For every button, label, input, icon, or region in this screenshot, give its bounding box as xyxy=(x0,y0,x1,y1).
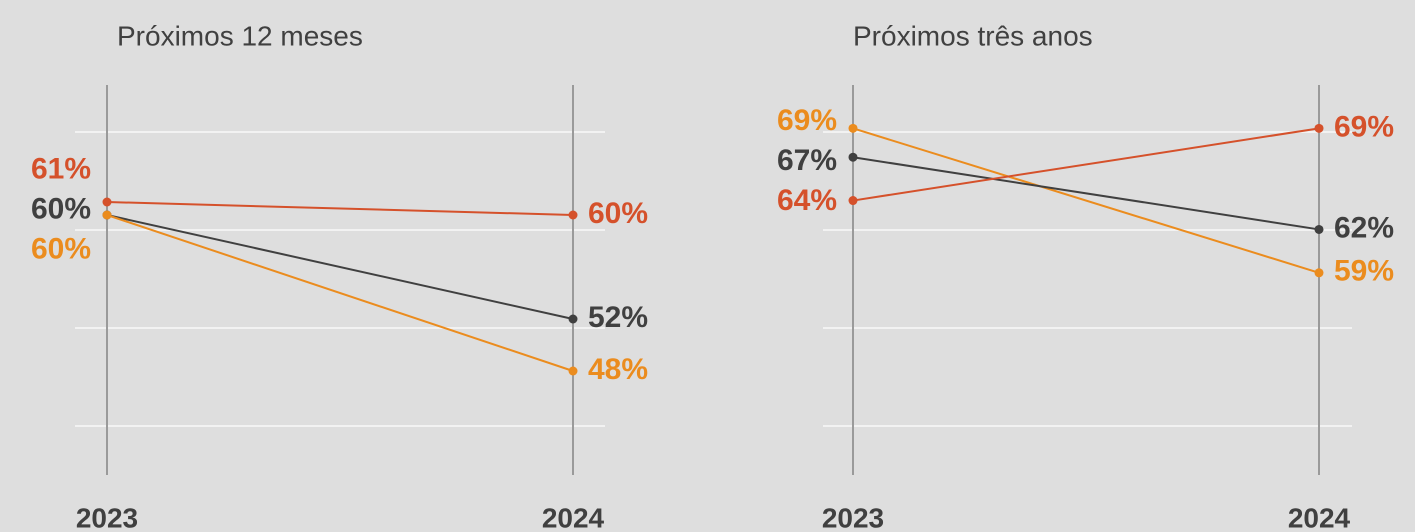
point xyxy=(1314,224,1324,234)
data-label: 52% xyxy=(588,301,648,334)
data-label: 69% xyxy=(1334,110,1394,143)
line xyxy=(852,127,1320,202)
data-label: 64% xyxy=(777,184,837,217)
point xyxy=(1314,268,1324,278)
x-tick-label: 2024 xyxy=(542,502,605,532)
point xyxy=(568,210,578,220)
data-label: 67% xyxy=(777,144,837,177)
data-label: 60% xyxy=(588,197,648,230)
chart-title: Próximos 12 meses xyxy=(117,20,363,51)
line xyxy=(852,156,1320,231)
grid xyxy=(75,131,1352,427)
data-label: 62% xyxy=(1334,211,1394,244)
point xyxy=(848,123,858,133)
line xyxy=(852,127,1320,274)
x-tick-label: 2023 xyxy=(76,502,138,532)
data-label: 60% xyxy=(31,233,91,266)
data-label: 69% xyxy=(777,104,837,137)
data-label: 48% xyxy=(588,353,648,386)
line xyxy=(106,214,574,372)
data-label: 61% xyxy=(31,153,91,186)
x-tick-label: 2024 xyxy=(1288,502,1351,532)
point xyxy=(848,152,858,162)
chart-title: Próximos três anos xyxy=(853,20,1093,51)
line xyxy=(106,214,574,320)
point xyxy=(848,196,858,206)
point xyxy=(102,197,112,207)
point xyxy=(568,314,578,324)
x-tick-label: 2023 xyxy=(822,502,884,532)
line xyxy=(106,201,574,216)
data-label: 59% xyxy=(1334,255,1394,288)
data-label: 60% xyxy=(31,193,91,226)
point xyxy=(1314,123,1324,133)
point xyxy=(102,210,112,220)
point xyxy=(568,366,578,376)
